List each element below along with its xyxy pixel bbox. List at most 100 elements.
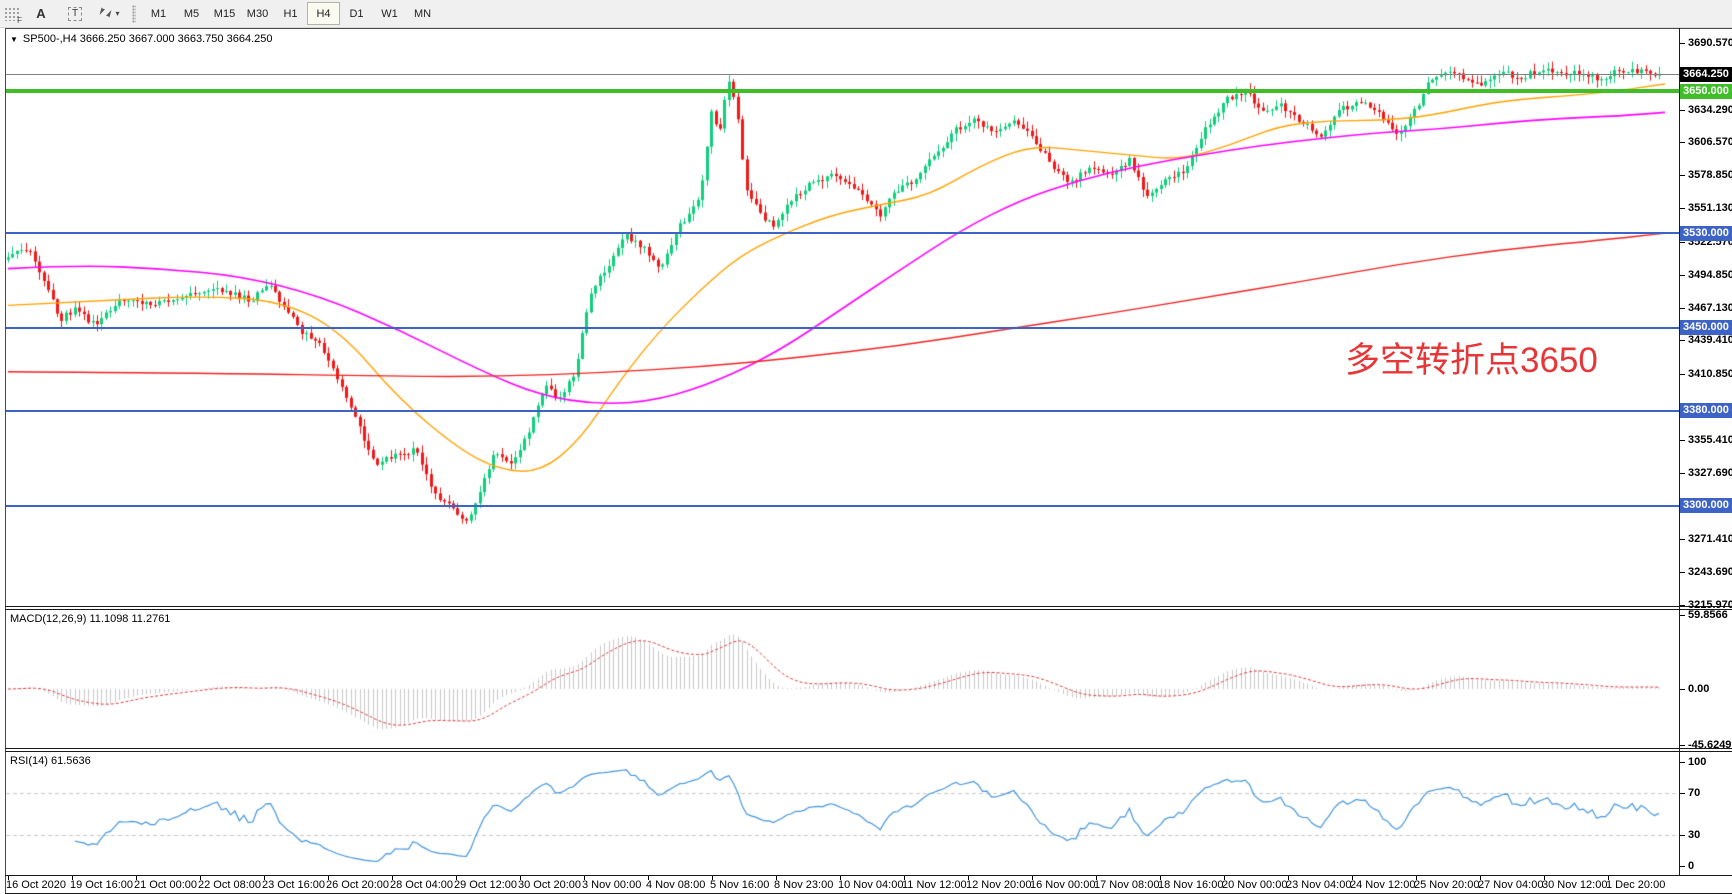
price-axis-label: 3578.850 (1688, 169, 1732, 182)
hline-3530-tag: 3530.000 (1680, 225, 1732, 241)
price-axis-label: 3327.690 (1688, 466, 1732, 479)
indicator-axis-label: 0 (1688, 860, 1695, 872)
time-axis-label: 25 Nov 20:00 (1414, 879, 1480, 891)
price-axis-label: 3410.850 (1688, 368, 1732, 381)
time-axis-tick (520, 876, 521, 880)
time-axis-label: 29 Oct 12:00 (454, 879, 517, 891)
time-axis-tick (712, 876, 713, 880)
price-axis-label: 3634.290 (1688, 103, 1732, 116)
time-axis-tick (1032, 876, 1033, 880)
time-axis-tick (456, 876, 457, 880)
hline-3300-tag: 3300.000 (1680, 498, 1732, 513)
time-axis-tick (72, 876, 73, 880)
price-axis-label: 3467.130 (1688, 301, 1732, 314)
price-axis-tick (1680, 175, 1685, 177)
time-axis-label: 28 Oct 04:00 (390, 879, 453, 891)
time-axis-tick (1224, 876, 1225, 880)
price-axis-tick (1680, 43, 1685, 44)
time-axis-tick (968, 876, 969, 880)
indicator-axis-label: 30 (1688, 829, 1701, 841)
time-axis-tick (904, 876, 905, 880)
macd-values: 11.1098 11.2761 (86, 613, 171, 625)
time-axis-tick (1608, 876, 1609, 880)
time-axis-tick (264, 876, 265, 880)
rsi-name: RSI(14) (10, 755, 48, 767)
hline-3380-tag: 3380.000 (1680, 403, 1732, 419)
indicator-axis-tick (1680, 615, 1685, 616)
time-axis-tick (1096, 876, 1097, 880)
price-axis-tick (1680, 439, 1685, 441)
time-axis-tick (1160, 876, 1161, 880)
time-axis-label: 8 Nov 23:00 (774, 879, 834, 891)
chart-text-annotation[interactable]: 多空转折点3650 (1345, 341, 1598, 380)
time-axis-tick (584, 876, 585, 880)
indicator-axis-label: 0.00 (1688, 683, 1710, 695)
symbol-caret-icon[interactable]: ▼ (10, 35, 18, 44)
time-axis-label: 4 Nov 08:00 (646, 879, 706, 891)
price-axis-label: 3355.410 (1688, 433, 1732, 446)
time-axis-tick (1544, 876, 1545, 880)
indicator-axis-label: 70 (1688, 787, 1701, 799)
time-axis-tick (328, 876, 329, 880)
price-axis-label: 3271.410 (1688, 533, 1732, 546)
current-price-line[interactable] (6, 73, 1679, 75)
time-axis-tick (840, 876, 841, 880)
hline-3530-line[interactable] (6, 232, 1679, 235)
hline-3450-tag: 3450.000 (1680, 320, 1732, 336)
time-axis-tick (1352, 876, 1353, 880)
time-axis-label: 21 Oct 00:00 (134, 879, 197, 891)
time-axis-tick (776, 876, 777, 880)
indicator-axis-label: -45.6249 (1688, 739, 1732, 751)
macd-name: MACD(12,26,9) (10, 613, 87, 625)
time-axis-tick (1288, 876, 1289, 880)
time-axis-tick (648, 876, 649, 880)
time-axis-label: 24 Nov 12:00 (1350, 879, 1416, 891)
price-axis-tick (1680, 605, 1685, 607)
time-axis-label: 11 Nov 12:00 (902, 879, 967, 891)
time-axis-label: 17 Nov 08:00 (1094, 879, 1160, 891)
time-axis-label: 3 Nov 00:00 (582, 879, 642, 891)
price-axis-label: 3551.130 (1688, 202, 1732, 215)
indicator-axis-tick (1680, 793, 1685, 794)
rsi-label: RSI(14) 61.5636 (10, 755, 91, 767)
time-axis-label: 10 Nov 04:00 (838, 879, 904, 891)
time-axis-label: 22 Oct 08:00 (198, 879, 261, 891)
time-axis-label: 18 Nov 16:00 (1158, 879, 1224, 891)
time-axis-label: 12 Nov 20:00 (966, 879, 1032, 891)
price-axis-tick (1680, 142, 1685, 144)
time-axis-tick (1416, 876, 1417, 880)
indicator-axis-label: 100 (1688, 756, 1707, 768)
hline-3300-line[interactable] (6, 504, 1679, 507)
price-axis-label: 3494.850 (1688, 268, 1732, 281)
time-axis-label: 23 Oct 16:00 (262, 879, 325, 891)
price-axis-tick (1680, 274, 1685, 276)
time-axis-label: 19 Oct 16:00 (70, 879, 133, 891)
indicator-axis-tick (1680, 866, 1685, 867)
time-axis-label: 5 Nov 16:00 (710, 879, 770, 891)
time-axis-tick (200, 876, 201, 880)
rsi-value: 61.5636 (47, 755, 91, 767)
time-axis-tick (392, 876, 393, 880)
price-axis-tick (1680, 340, 1685, 342)
time-axis-tick (1480, 876, 1481, 880)
hline-3380-line[interactable] (6, 409, 1679, 412)
price-axis-tick (1680, 208, 1685, 210)
time-axis-label: 27 Nov 04:00 (1478, 879, 1544, 891)
price-axis-tick (1680, 241, 1685, 243)
current-price-tag: 3664.250 (1680, 66, 1732, 82)
time-axis-tick (136, 876, 137, 880)
time-axis-label: 1 Dec 20:00 (1606, 879, 1666, 891)
price-axis-tick (1680, 109, 1685, 111)
time-axis-label: 23 Nov 04:00 (1286, 879, 1352, 891)
hline-3450-line[interactable] (6, 326, 1679, 329)
price-axis-label: 3606.570 (1688, 136, 1732, 149)
price-axis-label: 3243.690 (1688, 566, 1732, 579)
price-axis-tick (1680, 472, 1685, 474)
indicator-axis-tick (1680, 762, 1685, 763)
price-axis-label: 3690.570 (1688, 37, 1732, 49)
time-axis-label: 30 Nov 12:00 (1542, 879, 1608, 891)
hline-3650-line[interactable] (6, 89, 1679, 94)
price-axis-tick (1680, 374, 1685, 376)
